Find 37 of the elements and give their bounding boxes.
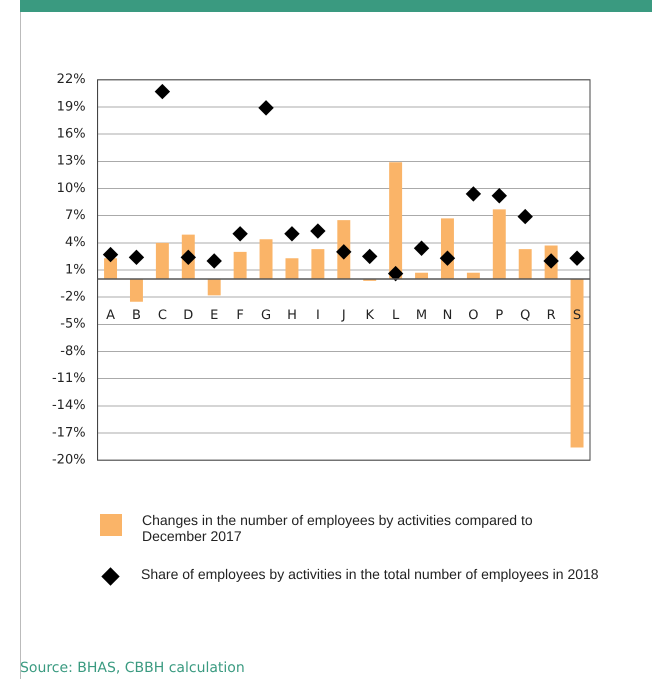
y-tick-label: 19% [56, 99, 86, 114]
x-tick-label: M [416, 308, 428, 323]
x-tick-label: O [468, 308, 478, 323]
x-tick-label: K [365, 308, 374, 323]
legend-label: Changes in the number of employees by activities compared to December 2017 [142, 512, 534, 544]
y-tick-label: -5% [60, 316, 86, 332]
y-tick-label: -11% [52, 371, 86, 386]
x-tick-label: G [261, 308, 272, 323]
y-tick-label: -14% [52, 398, 86, 414]
x-tick-label: A [106, 308, 116, 323]
y-tick-label: 16% [56, 126, 86, 142]
x-tick-label: I [316, 308, 320, 323]
x-tick-label: L [392, 308, 400, 323]
y-tick-label: 7% [64, 208, 86, 224]
x-tick-label: H [287, 308, 297, 323]
y-tick-label: -2% [60, 290, 86, 305]
y-tick-label: 1% [64, 262, 86, 278]
x-tick-label: D [183, 308, 194, 323]
x-tick-label: N [442, 308, 452, 323]
x-tick-label: E [210, 308, 218, 323]
y-tick-label: 10% [56, 180, 86, 196]
x-tick-label: B [132, 308, 141, 323]
source-note: Source: BHAS, CBBH calculation [20, 660, 245, 676]
y-tick-label: 4% [64, 235, 86, 250]
legend-label: Share of employees by activities in the total number of employees in 2018 [141, 566, 599, 582]
x-tick-label: S [572, 308, 582, 323]
y-tick-label: 13% [56, 154, 86, 169]
x-tick-label: Q [520, 308, 530, 323]
x-tick-label: C [158, 308, 167, 323]
x-tick-label: P [495, 308, 504, 323]
x-tick-label: F [236, 308, 244, 323]
x-tick-label: J [340, 308, 346, 323]
y-tick-label: -17% [52, 425, 86, 440]
x-tick-label: R [546, 308, 556, 323]
y-tick-label: -8% [60, 344, 86, 359]
y-tick-label: -20% [52, 452, 86, 468]
y-tick-label: 22% [56, 72, 86, 88]
